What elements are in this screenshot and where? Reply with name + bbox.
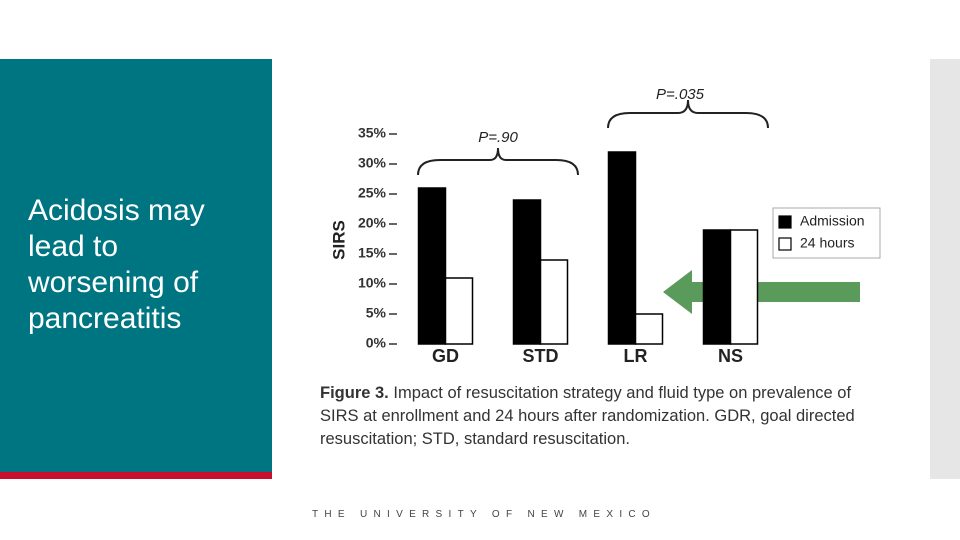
caption-text: Impact of resuscitation strategy and flu… — [320, 384, 855, 448]
legend-swatch — [778, 215, 792, 229]
slide-text: Acidosis may lead to worsening of pancre… — [28, 194, 205, 335]
bar — [512, 199, 542, 345]
bracket — [607, 99, 769, 129]
y-tick-label: 0% — [366, 335, 387, 351]
legend-label: 24 hours — [800, 235, 854, 251]
x-tick-label: LR — [624, 346, 648, 366]
bar — [729, 229, 759, 345]
caption-label: Figure 3. — [320, 384, 389, 402]
y-tick-label: 20% — [358, 215, 387, 231]
bar — [634, 313, 664, 345]
y-tick-label: 15% — [358, 245, 387, 261]
legend-label: Admission — [800, 213, 865, 229]
y-tick-label: 30% — [358, 155, 387, 171]
bar — [607, 151, 637, 345]
bar — [444, 277, 474, 345]
y-tick-label: 25% — [358, 185, 387, 201]
bracket — [417, 147, 579, 176]
arrow-head — [663, 270, 692, 314]
y-tick-label: 5% — [366, 305, 387, 321]
bar — [702, 229, 732, 345]
right-strip — [930, 59, 960, 479]
legend-swatch — [778, 237, 792, 251]
annotation: P=.035 — [656, 86, 705, 103]
accent-bar — [0, 472, 272, 479]
y-tick-label: 10% — [358, 275, 387, 291]
x-tick-label: NS — [718, 346, 743, 366]
x-tick-label: GD — [432, 346, 459, 366]
annotation: P=.90 — [478, 129, 518, 146]
x-tick-label: STD — [523, 346, 559, 366]
bar — [539, 259, 569, 345]
y-axis-label: SIRS — [329, 220, 348, 260]
y-tick-label: 35% — [358, 125, 387, 141]
bar — [417, 187, 447, 345]
footer: THE UNIVERSITY OF NEW MEXICO — [312, 509, 657, 520]
side-panel — [0, 59, 272, 472]
caption: Figure 3. Impact of resuscitation strate… — [320, 382, 882, 452]
